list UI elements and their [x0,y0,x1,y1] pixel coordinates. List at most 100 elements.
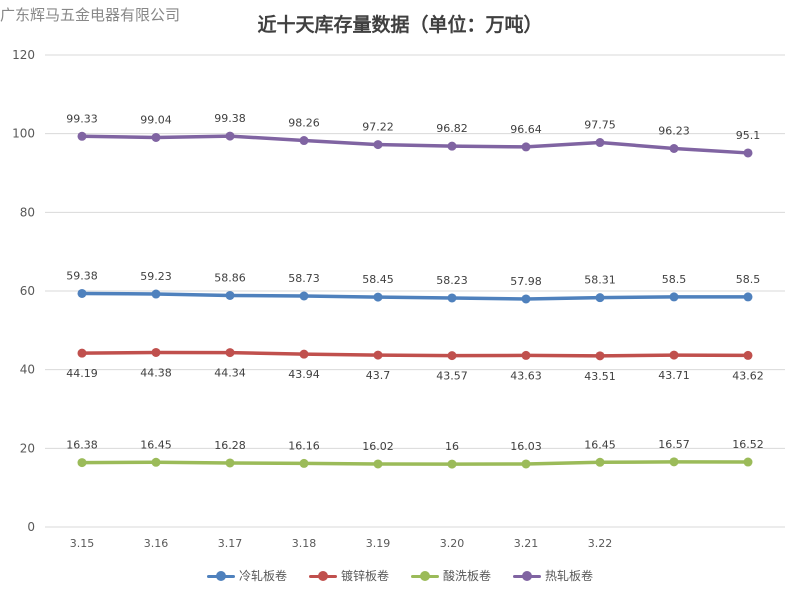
legend-swatch [308,570,337,581]
data-label: 44.38 [140,366,172,379]
legend-item: 镀锌板卷 [308,567,389,584]
legend-swatch [513,570,542,581]
y-tick-label: 60 [20,284,35,298]
data-label: 43.71 [658,369,690,382]
series-line [80,350,750,358]
y-tick-label: 120 [12,48,35,62]
chart-legend: 冷轧板卷 镀锌板卷 酸洗板卷 热轧板卷 [0,567,800,584]
data-point [299,458,309,468]
data-label: 58.5 [736,273,761,286]
data-label: 58.23 [436,274,468,287]
data-point [595,138,605,148]
grid-lines [45,54,785,528]
x-tick-label: 3.21 [514,537,539,550]
data-label: 43.7 [366,369,391,382]
data-point [151,132,161,142]
data-label: 96.23 [658,124,690,137]
data-point [595,293,605,303]
data-point [151,347,161,357]
data-point [225,348,235,358]
data-label: 16.03 [510,440,542,453]
data-label: 16.45 [584,438,616,451]
x-axis-ticks: 3.15 3.16 3.17 3.18 3.19 3.20 3.21 3.22 [70,537,613,550]
chart-title: 近十天库存量数据（单位：万吨） [257,14,543,36]
legend-swatch [206,570,235,581]
x-tick-label: 3.20 [440,537,465,550]
data-point [77,458,87,468]
legend-label: 热轧板卷 [545,569,594,583]
legend-item: 酸洗板卷 [411,567,491,584]
data-point [669,457,679,467]
data-label: 58.31 [584,274,616,287]
data-point [521,459,531,469]
x-tick-label: 3.22 [588,537,613,550]
data-point [743,350,753,360]
y-axis-ticks: 0 20 40 60 80 100 120 [12,48,35,534]
data-label: 43.63 [510,369,542,382]
data-point [151,457,161,467]
data-label: 43.57 [436,370,468,383]
data-label: 44.19 [66,367,98,380]
data-point [669,292,679,302]
data-point [595,351,605,361]
x-tick-label: 3.18 [292,537,317,550]
series-lines [77,131,753,469]
data-label: 98.26 [288,117,320,130]
data-label: 16.57 [658,438,690,451]
y-tick-label: 80 [20,205,35,219]
x-tick-label: 3.15 [70,537,95,550]
data-point [743,292,753,302]
data-label: 96.82 [436,122,468,135]
data-point [225,458,235,468]
series-line [80,134,750,155]
data-point [373,140,383,150]
legend-item: 热轧板卷 [513,567,593,584]
data-point [151,289,161,299]
x-tick-label: 3.19 [366,537,391,550]
data-label: 44.34 [214,367,246,380]
data-point [373,459,383,469]
data-point [669,350,679,360]
y-tick-label: 0 [27,520,35,534]
data-point [225,290,235,300]
data-point [373,292,383,302]
data-point [299,349,309,359]
data-label: 99.04 [140,113,172,126]
data-label: 97.75 [584,119,616,132]
data-label: 58.5 [662,273,687,286]
data-point [447,351,457,361]
legend-label: 镀锌板卷 [340,569,389,583]
data-label: 16.02 [362,440,394,453]
data-label: 16 [445,440,459,453]
data-label: 16.38 [66,439,98,452]
data-point [77,131,87,141]
data-label: 43.51 [584,370,616,383]
data-point [595,457,605,467]
data-label: 16.45 [140,438,172,451]
x-tick-label: 3.17 [218,537,243,550]
data-point [447,293,457,303]
data-point [743,457,753,467]
legend-swatch [411,570,439,581]
data-label: 16.52 [732,438,764,451]
data-label: 59.38 [66,269,98,282]
data-label: 95.1 [736,129,761,142]
data-point [299,136,309,146]
watermark-text: 广东辉马五金电器有限公司 [0,6,181,24]
data-point [669,143,679,153]
data-point [77,288,87,298]
data-point [299,291,309,301]
legend-label: 酸洗板卷 [443,569,492,583]
series-line [80,460,750,466]
line-chart: 0 20 40 60 80 100 120 3.15 3.16 3.17 3.18 3.19 3.20… [12,48,785,550]
series-line [80,291,750,301]
data-point [521,350,531,360]
data-label: 59.23 [140,270,172,283]
data-point [77,348,87,358]
data-point [373,350,383,360]
data-point [447,459,457,469]
legend-label: 冷轧板卷 [238,569,287,583]
x-tick-label: 3.16 [144,537,169,550]
data-point [743,148,753,158]
data-label: 43.94 [288,368,320,381]
